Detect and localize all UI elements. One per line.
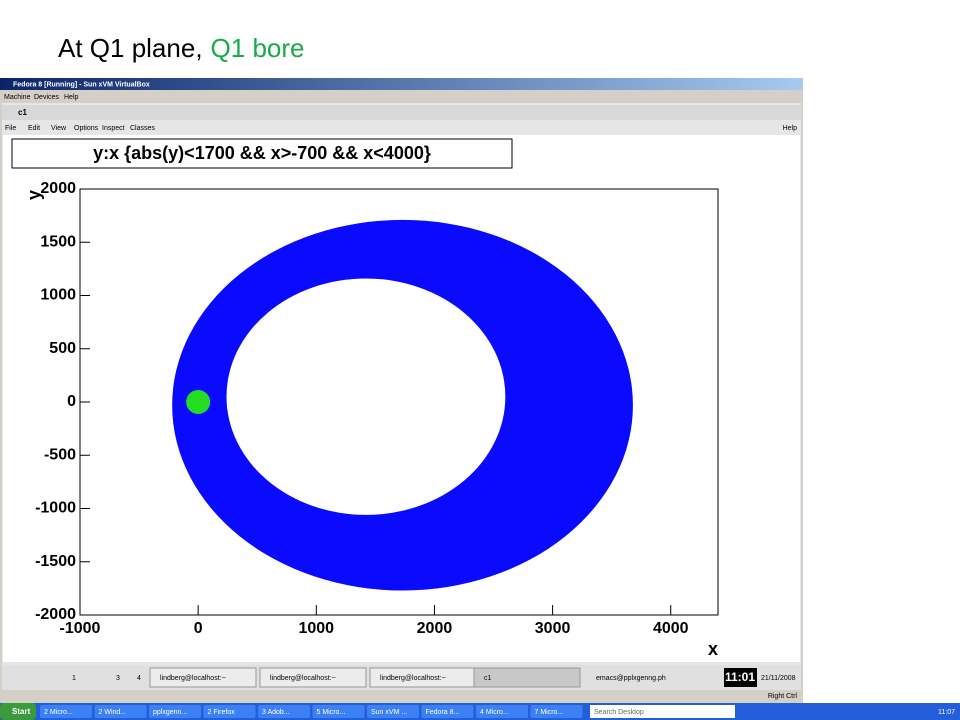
y-tick-label: -1000 bbox=[35, 500, 76, 517]
start-button[interactable] bbox=[0, 703, 36, 720]
task-label: 2 Micro... bbox=[44, 709, 73, 716]
x-tick-label: 0 bbox=[194, 620, 203, 637]
task-button[interactable] bbox=[259, 667, 367, 688]
task-label: lindberg@localhost:~ bbox=[160, 675, 226, 682]
y-tick-label: -2000 bbox=[35, 606, 76, 623]
taskbar-items: 2 Micro... 2 Wind... pplxgenn... 2 Firefox 3… bbox=[40, 705, 583, 718]
search-label: Search Desktop bbox=[594, 709, 644, 716]
slide-title-lead: At Q1 plane, bbox=[58, 33, 203, 63]
plot: -1000 0 1000 2000 3000 4000 -2000 -1500 -1000 -50… bbox=[24, 180, 719, 659]
menu-item[interactable]: Devices bbox=[34, 94, 59, 101]
task-label: lindberg@localhost:~ bbox=[270, 675, 336, 682]
task-button[interactable] bbox=[94, 705, 147, 718]
menu-item[interactable]: View bbox=[51, 125, 67, 132]
y-tick-label: 1500 bbox=[40, 233, 76, 250]
clock-box bbox=[724, 668, 757, 687]
menu-item[interactable]: Help bbox=[64, 94, 79, 101]
x-tick-label: -1000 bbox=[60, 620, 101, 637]
task-button[interactable] bbox=[367, 705, 419, 718]
task-label: lindberg@localhost:~ bbox=[380, 675, 446, 682]
title-box bbox=[11, 138, 513, 169]
task-button[interactable] bbox=[203, 705, 256, 718]
task-label: Fedora 8... bbox=[426, 709, 460, 716]
menu-item[interactable]: File bbox=[5, 125, 16, 132]
marker bbox=[186, 390, 211, 414]
menu-item[interactable]: Options bbox=[74, 125, 99, 132]
slide-title-highlight: Q1 bore bbox=[211, 33, 305, 63]
chart-title: y:x {abs(y)<1700 && x>-700 && x<4000} bbox=[93, 143, 431, 163]
task-button[interactable] bbox=[149, 705, 201, 718]
x-axis-label: x bbox=[708, 639, 718, 659]
task-button[interactable] bbox=[476, 705, 528, 718]
task-label: 4 Micro... bbox=[480, 709, 509, 716]
start-label: Start bbox=[12, 707, 31, 716]
y-tick-label: 0 bbox=[67, 393, 76, 410]
slide-title: At Q1 plane, Q1 bore bbox=[58, 33, 305, 63]
host-key: Right Ctrl bbox=[768, 693, 798, 700]
task-button[interactable] bbox=[258, 705, 310, 718]
task-button[interactable] bbox=[530, 705, 583, 718]
workspace[interactable]: 4 bbox=[137, 675, 141, 682]
task-label: 2 Wind... bbox=[99, 709, 127, 716]
y-tick-label: -1500 bbox=[35, 553, 76, 570]
c1-menu: File Edit View Options Inspect Classes bbox=[5, 125, 155, 132]
menu-item[interactable]: Inspect bbox=[102, 125, 125, 132]
task-button[interactable] bbox=[149, 667, 257, 688]
menu-item[interactable]: Machine bbox=[4, 94, 31, 101]
task-label: Sun xVM ... bbox=[371, 709, 407, 716]
task-button[interactable] bbox=[312, 705, 365, 718]
y-tick-label: -500 bbox=[44, 446, 76, 463]
guest-date: 21/11/2008 bbox=[761, 675, 796, 682]
guest-panel-items: 1 3 4 lindberg@localhost:~ lindberg@localhos… bbox=[72, 667, 796, 688]
workspace[interactable]: 3 bbox=[116, 675, 120, 682]
y-axis-label: y bbox=[24, 190, 44, 200]
x-tick-label: 1000 bbox=[298, 620, 334, 637]
vbox-title: Fedora 8 [Running] - Sun xVM VirtualBox bbox=[13, 81, 150, 88]
ring-band bbox=[172, 219, 633, 591]
search-box[interactable] bbox=[590, 705, 735, 718]
vbox-menu: Machine Devices Help bbox=[4, 94, 79, 101]
task-label: 5 Micro... bbox=[317, 709, 346, 716]
y-tick-label: 2000 bbox=[40, 180, 76, 197]
task-button[interactable] bbox=[40, 705, 92, 718]
y-tick-label: 500 bbox=[49, 340, 76, 357]
x-tick-label: 4000 bbox=[653, 620, 689, 637]
task-label: c1 bbox=[484, 675, 492, 682]
x-tick-label: 2000 bbox=[417, 620, 453, 637]
taskbar-clock: 11:07 bbox=[938, 709, 955, 716]
y-tick-label: 1000 bbox=[40, 287, 76, 304]
c1-title: c1 bbox=[18, 108, 27, 117]
task-button[interactable] bbox=[421, 705, 474, 718]
task-label: 3 Adob... bbox=[262, 709, 290, 716]
menu-item[interactable]: Edit bbox=[28, 125, 40, 132]
x-tick-label: 3000 bbox=[535, 620, 571, 637]
task-label: pplxgenn... bbox=[153, 709, 187, 716]
c1-titlebar bbox=[2, 105, 801, 120]
vbox-titlebar bbox=[0, 78, 803, 90]
task-button[interactable] bbox=[473, 667, 581, 688]
guest-clock: 11:01 bbox=[725, 670, 755, 684]
task-label: 2 Firefox bbox=[208, 709, 236, 716]
task-label: 7 Micro... bbox=[535, 709, 564, 716]
emacs-task[interactable]: emacs@pplxgenng.ph bbox=[596, 675, 666, 682]
menu-item[interactable]: Classes bbox=[130, 125, 155, 132]
c1-help[interactable]: Help bbox=[783, 125, 798, 132]
workspace[interactable]: 1 bbox=[72, 675, 76, 682]
